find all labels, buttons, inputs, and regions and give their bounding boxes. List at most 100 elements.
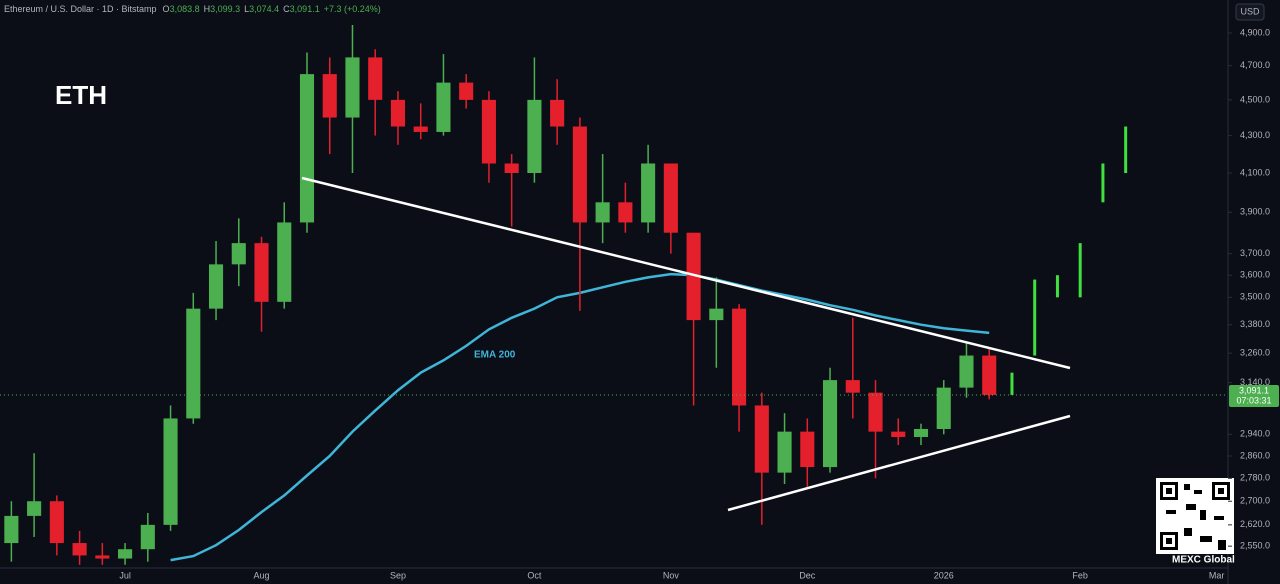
candle-body [95,555,110,559]
y-tick-label: 2,550.0 [1240,541,1270,551]
y-tick-label: 4,300.0 [1240,130,1270,140]
candle-body [231,243,246,265]
candle-body [732,308,747,406]
x-tick-label: Oct [527,570,542,580]
candle-body [527,99,542,174]
x-tick-label: Feb [1072,570,1088,580]
qr-code [1156,478,1234,554]
candle-body [27,501,42,516]
candle-body [709,308,724,321]
candle-body [982,355,997,395]
candle-body [936,387,951,429]
ema-label: EMA 200 [474,350,516,361]
y-tick-label: 3,700.0 [1240,248,1270,258]
projection-bar [1055,275,1059,298]
candle-body [572,126,587,223]
x-tick-label: 2026 [934,570,954,580]
candle-body [822,380,838,468]
y-tick-label: 3,380.0 [1240,319,1270,329]
ohlc-key: C [283,4,290,14]
candle-body [413,126,428,132]
ohlc-key: H [204,4,211,14]
ohlc-value: 3,091.1 [290,4,320,14]
header: Ethereum / U.S. Dollar · 1D · Bitstamp O3… [4,4,381,14]
y-tick-label: 2,620.0 [1240,519,1270,529]
ohlc-value: 3,074.4 [249,4,279,14]
candle-body [459,82,474,100]
y-tick-label: 3,600.0 [1240,270,1270,280]
candle-body [618,202,633,223]
y-tick-label: 3,900.0 [1240,207,1270,217]
chart-title: ETH [55,80,107,110]
candle-body [208,264,224,309]
candle-body [550,99,565,127]
projection-bar [1124,126,1128,174]
change: +7.3 (+0.24%) [324,4,381,14]
candle-body [277,222,292,302]
candle-body [4,515,19,544]
symbol: Ethereum / U.S. Dollar · 1D · Bitstamp [4,4,157,14]
y-tick-label: 3,260.0 [1240,348,1270,358]
projection-bar [1078,243,1082,298]
x-tick-label: Sep [390,570,406,580]
y-tick-label: 4,100.0 [1240,167,1270,177]
ohlc-key: O [163,4,170,14]
candle-body [891,431,906,437]
x-tick-label: Mar [1209,570,1225,580]
ohlc-value: 3,083.8 [170,4,200,14]
y-tick-label: 2,940.0 [1240,429,1270,439]
trend-line [301,176,1071,370]
x-tick-label: Nov [663,570,680,580]
last-price-box [1229,384,1279,407]
trend-line [727,414,1071,512]
plot-area [4,24,1128,565]
projection-bar [1010,372,1014,395]
candle-body [49,501,64,544]
candle-body [481,99,496,164]
candle-body [868,392,883,432]
candle-body [800,431,815,468]
candle-body [595,202,610,223]
currency-box[interactable] [1235,3,1265,21]
candle-body [72,543,87,556]
candle-body [140,524,155,550]
candle-body [118,549,133,559]
ohlc-key: L [244,4,249,14]
watermark: MEXC Global [1172,555,1235,566]
projection-bar [1033,279,1037,356]
y-tick-label: 4,900.0 [1240,27,1270,37]
y-tick-label: 2,700.0 [1240,496,1270,506]
candle-body [641,163,656,223]
projection-bar [1101,163,1105,203]
y-tick-label: 2,860.0 [1240,450,1270,460]
candle-body [959,355,974,388]
candle-body [186,308,201,419]
y-tick-label: 2,780.0 [1240,473,1270,483]
candle-body [390,99,406,127]
candle-body [322,74,337,118]
candle-body [345,57,360,118]
y-tick-label: 4,500.0 [1240,94,1270,104]
ohlc-value: 3,099.3 [210,4,240,14]
candle-body [299,74,315,223]
candle-body [436,82,451,132]
x-tick-label: Aug [254,570,270,580]
candle-body [254,243,269,302]
x-tick-label: Dec [799,570,816,580]
x-tick-label: Jul [119,570,131,580]
candle-body [845,380,860,393]
currency[interactable]: USD [1240,6,1260,16]
candle-body [686,232,701,321]
y-tick-label: 3,500.0 [1240,292,1270,302]
last-price-label: 3,091.1 [1239,385,1269,395]
y-tick-label: 4,700.0 [1240,60,1270,70]
y-tick-label: 3,140.0 [1240,377,1270,387]
countdown: 07:03:31 [1236,395,1271,405]
candle-body [163,418,178,525]
candle-body [368,57,383,100]
candle-body [754,405,769,473]
candle-body [504,163,519,174]
candle-body [777,431,792,473]
